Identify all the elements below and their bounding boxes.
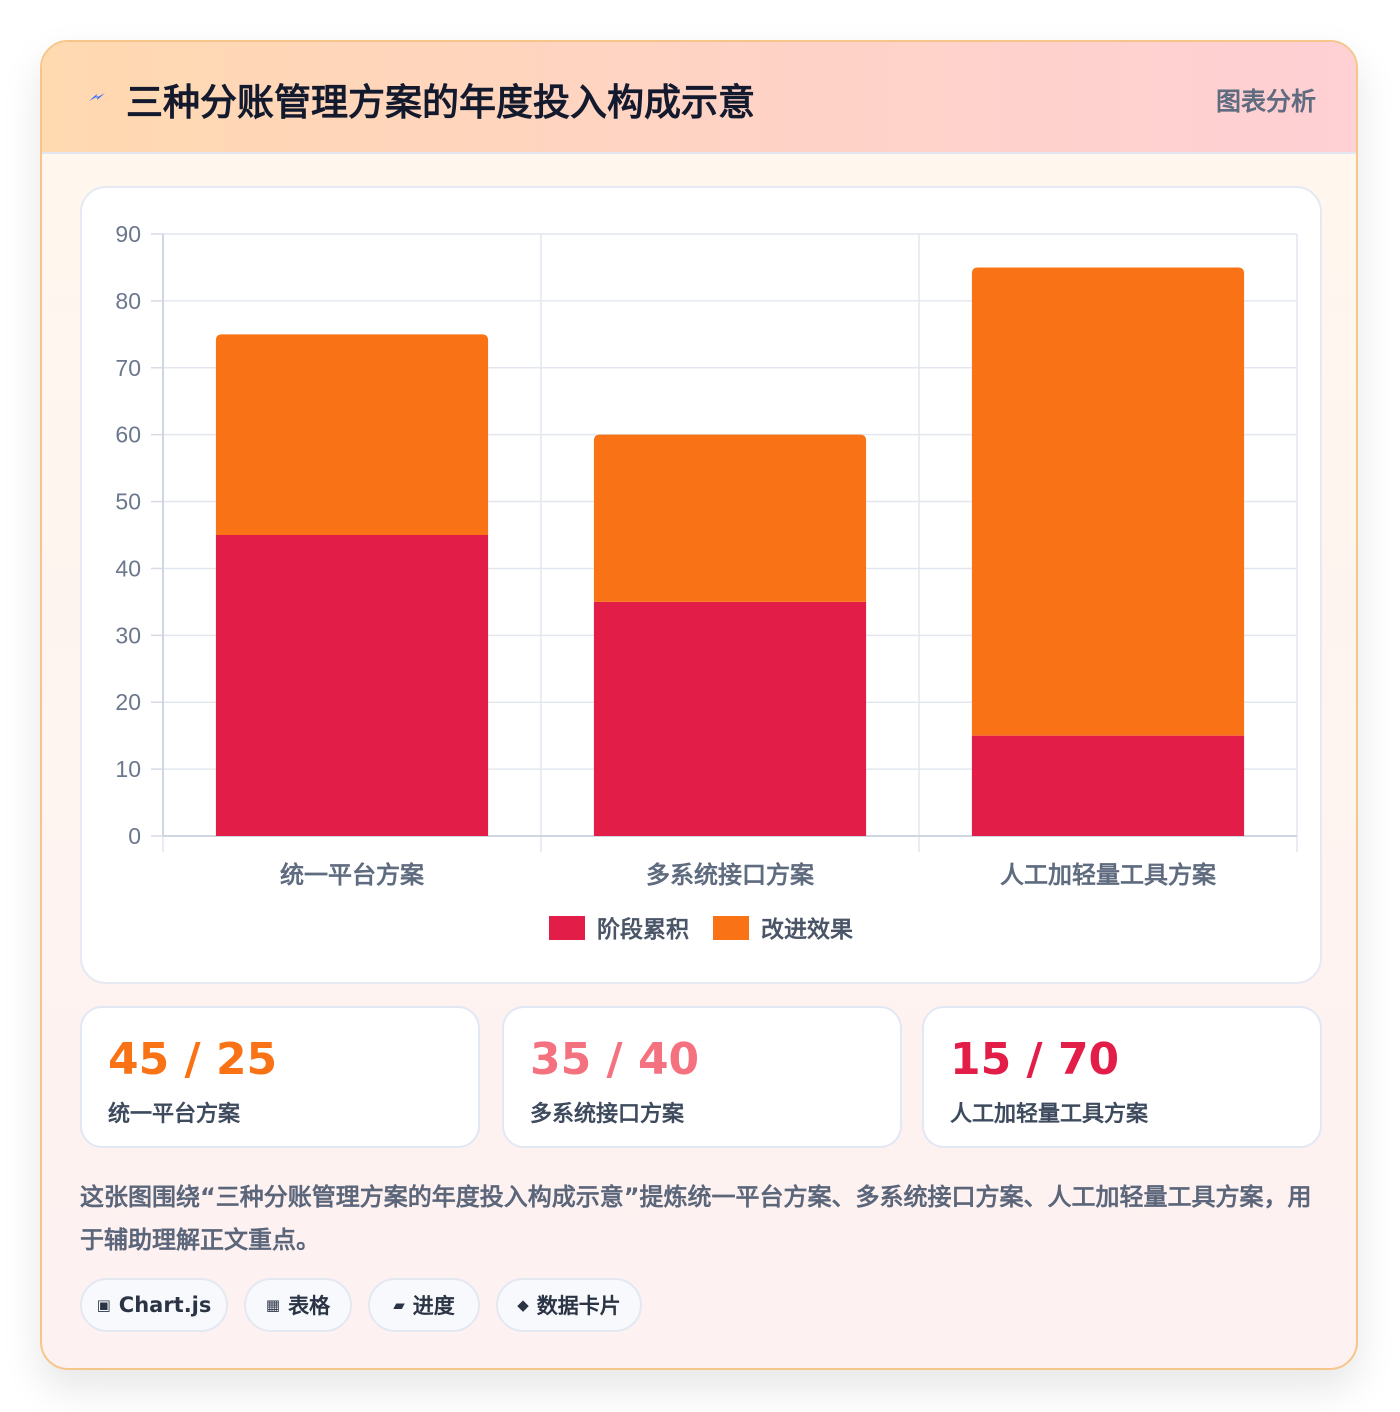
bar-1-3 xyxy=(971,735,1245,836)
bar-2-3 xyxy=(971,267,1245,736)
chip-label: 表格 xyxy=(288,1294,331,1318)
chip-data-card[interactable]: ◆ 数据卡片 xyxy=(496,1278,642,1332)
y-tick-label: 40 xyxy=(115,555,141,581)
y-tick-label: 10 xyxy=(115,756,141,782)
card-header: 三种分账管理方案的年度投入构成示意 图表分析 xyxy=(42,42,1356,154)
stat-label: 统一平台方案 xyxy=(108,1102,241,1127)
legend-swatch-1 xyxy=(549,916,585,940)
y-tick-label: 50 xyxy=(115,489,141,515)
bolt-icon xyxy=(89,93,105,101)
x-tick-label: 多系统接口方案 xyxy=(646,861,815,889)
y-tick-label: 20 xyxy=(115,689,141,715)
chart-panel: 0 10 20 30 40 50 60 70 80 90 统一平台方案 多系统接口方案 人工加轻量工具方… xyxy=(80,186,1322,984)
stat-value: 45 / 25 xyxy=(108,1034,278,1085)
y-tick-label: 80 xyxy=(115,288,141,314)
stat-card-3: 15 / 70 人工加轻量工具方案 xyxy=(922,1006,1322,1148)
chip-label: 数据卡片 xyxy=(536,1294,621,1318)
stat-card-1: 45 / 25 统一平台方案 xyxy=(80,1006,480,1148)
y-tick-label: 70 xyxy=(115,355,141,381)
chip-chartjs[interactable]: ▣ Chart.js xyxy=(80,1278,228,1332)
chip-label: 进度 xyxy=(412,1294,455,1318)
chip-progress[interactable]: ▰ 进度 xyxy=(368,1278,480,1332)
legend-label-2: 改进效果 xyxy=(761,916,853,943)
x-tick-label: 统一平台方案 xyxy=(280,861,425,889)
chart-description: 这张图围绕“三种分账管理方案的年度投入构成示意”提炼统一平台方案、多系统接口方案… xyxy=(80,1183,1312,1254)
stacked-bar-chart: 0 10 20 30 40 50 60 70 80 90 统一平台方案 多系统接口方案 人工加轻量工具方… xyxy=(115,221,1298,943)
legend-swatch-2 xyxy=(713,916,749,940)
progress-icon: ▰ xyxy=(393,1296,405,1314)
bar-2-2 xyxy=(593,434,867,602)
x-tick-label: 人工加轻量工具方案 xyxy=(1000,861,1217,889)
bar-1-1 xyxy=(215,535,489,836)
y-tick-label: 90 xyxy=(115,221,141,247)
bar-1-2 xyxy=(593,601,867,836)
chart-analysis-tag: 图表分析 xyxy=(1215,87,1316,116)
chart-card: 三种分账管理方案的年度投入构成示意 图表分析 0 10 20 30 40 50 60 70 80… xyxy=(40,40,1358,1370)
stat-label: 多系统接口方案 xyxy=(530,1102,685,1127)
diamond-icon: ◆ xyxy=(517,1296,529,1314)
y-tick-label: 30 xyxy=(115,622,141,648)
y-tick-label: 0 xyxy=(128,823,141,849)
stat-label: 人工加轻量工具方案 xyxy=(950,1102,1149,1127)
stat-value: 15 / 70 xyxy=(950,1034,1120,1085)
chip-table[interactable]: ▦ 表格 xyxy=(244,1278,352,1332)
table-icon: ▦ xyxy=(265,1296,281,1314)
stat-value: 35 / 40 xyxy=(530,1034,700,1085)
stat-card-2: 35 / 40 多系统接口方案 xyxy=(502,1006,902,1148)
legend-label-1: 阶段累积 xyxy=(597,916,689,943)
chip-label: Chart.js xyxy=(118,1293,212,1317)
bar-2-1 xyxy=(215,334,489,535)
page-title: 三种分账管理方案的年度投入构成示意 xyxy=(126,81,755,124)
y-tick-label: 60 xyxy=(115,422,141,448)
chart-icon: ▣ xyxy=(96,1296,111,1314)
